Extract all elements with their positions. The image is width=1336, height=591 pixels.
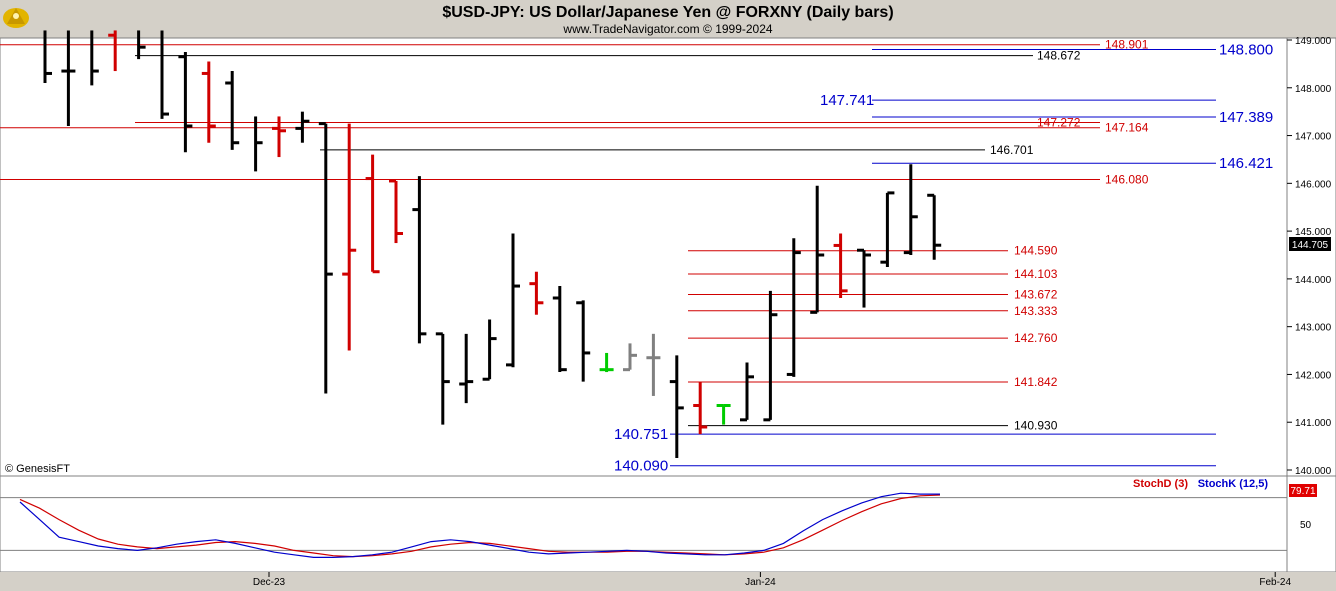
app-logo-icon bbox=[3, 8, 29, 28]
level-label: 143.672 bbox=[1014, 288, 1058, 302]
level-label: 140.751 bbox=[614, 426, 668, 443]
ohlc-bar bbox=[599, 352, 614, 373]
level-label: 141.842 bbox=[1014, 375, 1058, 389]
level-label: 142.760 bbox=[1014, 331, 1058, 345]
stochastic-lines bbox=[0, 492, 1287, 558]
date-label: Jan-24 bbox=[745, 577, 776, 588]
last-price-label: 144.705 bbox=[1292, 240, 1329, 251]
ohlc-bar bbox=[880, 191, 895, 267]
stoch-k-legend: StochK (12,5) bbox=[1198, 478, 1269, 490]
chart-subtitle: www.TradeNavigator.com © 1999-2024 bbox=[562, 22, 772, 36]
stoch-k-line bbox=[19, 492, 940, 558]
ohlc-bar bbox=[482, 319, 497, 381]
level-label: 147.389 bbox=[1219, 109, 1273, 126]
price-tick-label: 147.000 bbox=[1295, 132, 1332, 143]
level-label: 148.800 bbox=[1219, 42, 1273, 59]
ohlc-bar bbox=[342, 123, 357, 351]
level-label: 140.930 bbox=[1014, 419, 1058, 433]
stoch-last-badge bbox=[1289, 484, 1317, 497]
ohlc-bar bbox=[903, 164, 918, 255]
ohlc-bar bbox=[43, 30, 52, 83]
price-panel bbox=[0, 37, 1288, 477]
ohlc-bar bbox=[716, 404, 731, 425]
ohlc-bar bbox=[693, 381, 708, 435]
stoch-tick-50: 50 bbox=[1300, 520, 1312, 531]
ohlc-bar bbox=[61, 30, 76, 126]
price-levels: 148.901 148.800 148.672 147.741 147.389 147.2… bbox=[0, 38, 1273, 475]
price-tick-label: 146.000 bbox=[1295, 179, 1332, 190]
stochastic-panel bbox=[0, 475, 1288, 573]
ohlc-bar bbox=[295, 111, 310, 143]
date-axis bbox=[0, 572, 1336, 591]
price-tick-label: 143.000 bbox=[1295, 323, 1332, 334]
ohlc-bar bbox=[90, 30, 99, 86]
ohlc-bar bbox=[225, 71, 240, 150]
watermark: © GenesisFT bbox=[5, 463, 70, 475]
ohlc-bar bbox=[623, 343, 637, 372]
ohlc-bar bbox=[435, 332, 450, 425]
level-label: 147.741 bbox=[820, 92, 874, 109]
ohlc-bar bbox=[529, 271, 544, 315]
ohlc-bar bbox=[506, 233, 520, 368]
level-label: 148.672 bbox=[1037, 49, 1081, 63]
stoch-last-label: 79.71 bbox=[1290, 486, 1315, 497]
level-label: 147.272 bbox=[1037, 116, 1081, 130]
level-label: 146.080 bbox=[1105, 173, 1149, 187]
ohlc-bar bbox=[459, 333, 474, 404]
ohlc-bar bbox=[108, 30, 117, 72]
ohlc-bar bbox=[786, 238, 801, 377]
ohlc-bar bbox=[178, 51, 193, 153]
ohlc-bar bbox=[412, 176, 427, 344]
level-label: 148.901 bbox=[1105, 38, 1149, 52]
price-tick-label: 140.000 bbox=[1295, 466, 1332, 477]
ohlc-bar bbox=[365, 154, 380, 274]
ohlc-bar bbox=[763, 290, 778, 422]
price-tick-label: 144.000 bbox=[1295, 275, 1332, 286]
ohlc-bar bbox=[201, 61, 216, 143]
ohlc-bar bbox=[160, 30, 169, 119]
price-tick-label: 145.000 bbox=[1295, 227, 1332, 238]
price-axis-ticks: 149.000 148.000 147.000 146.000 145.000 144.0… bbox=[1287, 36, 1332, 477]
ohlc-bars bbox=[43, 30, 942, 459]
date-label: Feb-24 bbox=[1259, 577, 1291, 588]
price-tick-label: 141.000 bbox=[1295, 418, 1332, 429]
ohlc-bar bbox=[810, 185, 825, 314]
ohlc-bar bbox=[669, 355, 684, 459]
chart-title: $USD-JPY: US Dollar/Japanese Yen @ FORXN… bbox=[442, 4, 893, 21]
ohlc-bar bbox=[552, 286, 567, 373]
price-tick-label: 149.000 bbox=[1295, 36, 1332, 47]
price-tick-label: 142.000 bbox=[1295, 370, 1332, 381]
ohlc-bar bbox=[137, 30, 146, 60]
level-label: 147.164 bbox=[1105, 121, 1149, 135]
stoch-d-legend: StochD (3) bbox=[1133, 478, 1188, 490]
ohlc-bar bbox=[833, 233, 848, 298]
ohlc-bar bbox=[857, 248, 871, 308]
level-label: 140.090 bbox=[614, 458, 668, 475]
ohlc-bar bbox=[740, 362, 754, 422]
last-price-badge bbox=[1289, 237, 1331, 251]
level-label: 144.103 bbox=[1014, 267, 1058, 281]
ohlc-bar bbox=[927, 193, 942, 260]
ohlc-bar bbox=[646, 333, 661, 396]
date-label: Dec-23 bbox=[253, 577, 286, 588]
price-axis bbox=[1286, 37, 1336, 477]
ohlc-bar bbox=[576, 300, 591, 382]
ohlc-bar bbox=[272, 116, 286, 158]
level-label: 146.701 bbox=[990, 143, 1034, 157]
level-label: 146.421 bbox=[1219, 155, 1273, 172]
level-label: 144.590 bbox=[1014, 244, 1058, 258]
price-tick-label: 148.000 bbox=[1295, 84, 1332, 95]
ohlc-bar bbox=[389, 179, 403, 244]
ohlc-bar bbox=[318, 122, 333, 394]
date-axis-labels: Dec-23 Jan-24 Feb-24 bbox=[253, 572, 1291, 588]
level-label: 143.333 bbox=[1014, 304, 1058, 318]
header-background bbox=[0, 0, 1336, 38]
ohlc-bar bbox=[254, 116, 263, 172]
